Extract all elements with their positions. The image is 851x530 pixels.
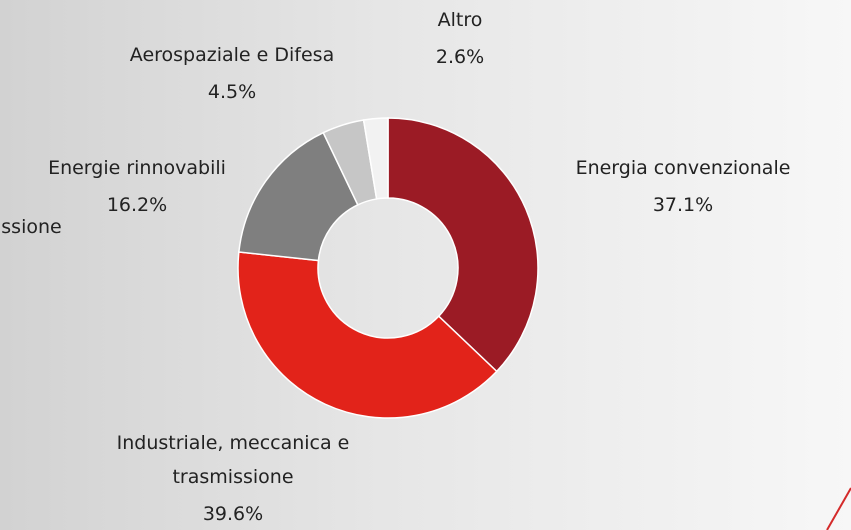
label-value: 4.5%: [207, 81, 257, 103]
label-name: Energia convenzionale: [575, 157, 791, 179]
data-label: Energia convenzionale 37.1%: [523, 151, 843, 225]
label-name: Aerospaziale e Difesa: [129, 44, 335, 66]
decoration: [826, 487, 851, 530]
data-label: Aerospaziale e Difesa 4.5%: [72, 38, 392, 112]
data-label: Industriale, meccanica e trasmissione 39.…: [68, 426, 398, 530]
label-value: 2.6%: [435, 46, 485, 68]
label-value: 39.6%: [202, 503, 264, 525]
clipped-text: issione: [0, 216, 62, 238]
label-name: Energie rinnovabili: [48, 157, 226, 179]
donut-slice: [387, 117, 539, 373]
donut-slice: [237, 251, 498, 419]
data-label: Altro 2.6%: [360, 3, 560, 77]
donut-slice: [362, 117, 389, 200]
label-value: 37.1%: [652, 194, 714, 216]
label-value: 16.2%: [106, 194, 168, 216]
label-name: Altro: [437, 9, 483, 31]
data-label: Energie rinnovabili 16.2%: [0, 151, 287, 225]
label-name: Industriale, meccanica e trasmissione: [116, 432, 350, 488]
